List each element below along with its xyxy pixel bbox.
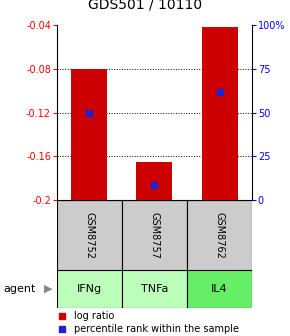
Text: GDS501 / 10110: GDS501 / 10110 <box>88 0 202 12</box>
Bar <box>71 69 107 200</box>
Text: IL4: IL4 <box>211 284 228 294</box>
Bar <box>57 200 122 270</box>
Bar <box>122 270 187 308</box>
Text: percentile rank within the sample: percentile rank within the sample <box>74 324 239 334</box>
Text: TNFa: TNFa <box>141 284 168 294</box>
Bar <box>57 270 122 308</box>
Text: IFNg: IFNg <box>77 284 102 294</box>
Text: GSM8762: GSM8762 <box>215 212 225 259</box>
Bar <box>187 200 252 270</box>
Bar <box>137 162 172 200</box>
Text: agent: agent <box>3 284 35 294</box>
Bar <box>202 28 238 200</box>
Text: ▶: ▶ <box>44 284 52 294</box>
Bar <box>122 200 187 270</box>
Text: log ratio: log ratio <box>74 311 115 321</box>
Bar <box>187 270 252 308</box>
Text: GSM8757: GSM8757 <box>149 212 160 259</box>
Text: GSM8752: GSM8752 <box>84 212 94 259</box>
